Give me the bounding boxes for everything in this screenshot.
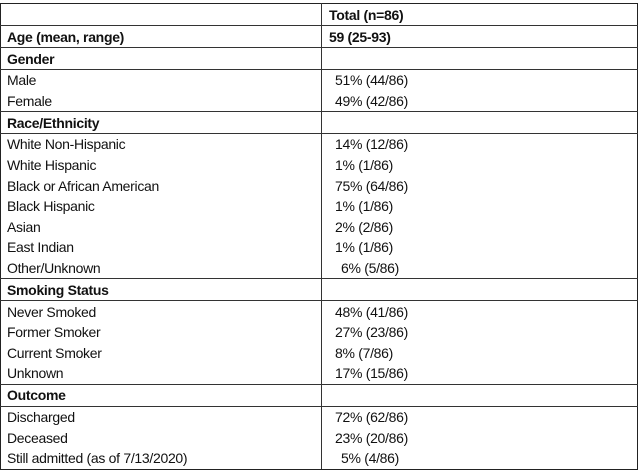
table-row: Asian 2% (2/86) — [0, 216, 638, 238]
row-value: 49% (42/86) — [321, 90, 638, 113]
table-row: Never Smoked 48% (41/86) — [0, 300, 638, 322]
table-row: Female 49% (42/86) — [0, 90, 638, 113]
row-value: 23% (20/86) — [321, 427, 638, 448]
row-value: 72% (62/86) — [321, 406, 638, 428]
table-row: Black or African American 75% (64/86) — [0, 175, 638, 196]
row-value: 48% (41/86) — [321, 300, 638, 322]
table-row: Still admitted (as of 7/13/2020) 5% (4/86… — [0, 447, 638, 470]
table-row: White Hispanic 1% (1/86) — [0, 154, 638, 176]
table-row: Black Hispanic 1% (1/86) — [0, 195, 638, 217]
row-value: 2% (2/86) — [321, 216, 638, 238]
section-title: Smoking Status — [0, 278, 322, 302]
row-value: 1% (1/86) — [321, 237, 638, 258]
table-row: Former Smoker 27% (23/86) — [0, 321, 638, 343]
table-row: Discharged 72% (62/86) — [0, 406, 638, 428]
header-row: Total (n=86) — [0, 3, 638, 26]
row-value: 5% (4/86) — [321, 447, 638, 470]
row-label: Black Hispanic — [0, 195, 322, 217]
row-label: East Indian — [0, 237, 322, 258]
row-label: White Hispanic — [0, 154, 322, 176]
row-label: Asian — [0, 216, 322, 238]
row-label: Still admitted (as of 7/13/2020) — [0, 447, 322, 470]
section-empty-cell — [321, 384, 638, 407]
table-row: Other/Unknown 6% (5/86) — [0, 257, 638, 280]
row-label: Current Smoker — [0, 342, 322, 364]
section-header-row: Race/Ethnicity — [0, 111, 638, 135]
section-title: Outcome — [0, 384, 322, 407]
demographics-table: Total (n=86) Age (mean, range) 59 (25-93… — [0, 3, 638, 470]
row-value: 6% (5/86) — [321, 257, 638, 280]
row-label: Former Smoker — [0, 321, 322, 343]
row-value: 17% (15/86) — [321, 363, 638, 385]
table-row: Unknown 17% (15/86) — [0, 363, 638, 385]
row-label: White Non-Hispanic — [0, 133, 322, 155]
age-value: 59 (25-93) — [321, 25, 638, 48]
row-value: 1% (1/86) — [321, 154, 638, 176]
row-value: 27% (23/86) — [321, 321, 638, 343]
age-label: Age (mean, range) — [0, 25, 322, 48]
table-row: Deceased 23% (20/86) — [0, 427, 638, 448]
section-header-row: Outcome — [0, 384, 638, 407]
row-label: Female — [0, 90, 322, 113]
header-label-cell — [0, 3, 322, 26]
section-title: Gender — [0, 47, 322, 70]
section-empty-cell — [321, 111, 638, 135]
row-value: 75% (64/86) — [321, 175, 638, 196]
section-title: Race/Ethnicity — [0, 111, 322, 135]
row-label: Discharged — [0, 406, 322, 428]
row-value: 8% (7/86) — [321, 342, 638, 364]
section-empty-cell — [321, 47, 638, 70]
table-row: Male 51% (44/86) — [0, 69, 638, 91]
table-row: Current Smoker 8% (7/86) — [0, 342, 638, 364]
row-value: 14% (12/86) — [321, 133, 638, 155]
age-row: Age (mean, range) 59 (25-93) — [0, 25, 638, 48]
section-header-row: Smoking Status — [0, 278, 638, 302]
row-label: Black or African American — [0, 175, 322, 196]
section-header-row: Gender — [0, 47, 638, 70]
row-label: Other/Unknown — [0, 257, 322, 280]
row-label: Deceased — [0, 427, 322, 448]
row-label: Male — [0, 69, 322, 91]
row-label: Never Smoked — [0, 300, 322, 322]
header-total-cell: Total (n=86) — [321, 3, 638, 26]
table-row: East Indian 1% (1/86) — [0, 237, 638, 258]
row-value: 51% (44/86) — [321, 69, 638, 91]
section-empty-cell — [321, 278, 638, 302]
table-row: White Non-Hispanic 14% (12/86) — [0, 133, 638, 155]
row-value: 1% (1/86) — [321, 195, 638, 217]
row-label: Unknown — [0, 363, 322, 385]
